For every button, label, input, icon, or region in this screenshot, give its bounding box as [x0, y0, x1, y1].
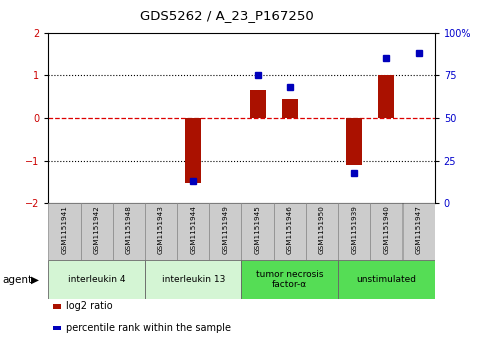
- Text: GSM1151942: GSM1151942: [94, 205, 99, 254]
- Bar: [81, 203, 113, 260]
- Text: GSM1151945: GSM1151945: [255, 205, 261, 254]
- Text: GSM1151949: GSM1151949: [222, 205, 228, 254]
- Bar: [250, 90, 266, 118]
- Text: interleukin 13: interleukin 13: [161, 275, 225, 284]
- Text: GSM1151947: GSM1151947: [415, 205, 422, 254]
- Bar: [48, 260, 145, 299]
- Text: GSM1151941: GSM1151941: [61, 205, 68, 254]
- Text: percentile rank within the sample: percentile rank within the sample: [66, 323, 231, 333]
- Text: tumor necrosis
factor-α: tumor necrosis factor-α: [256, 270, 324, 289]
- Text: interleukin 4: interleukin 4: [68, 275, 126, 284]
- Bar: [185, 118, 201, 183]
- Bar: [113, 203, 145, 260]
- Bar: [378, 76, 395, 118]
- Text: GSM1151948: GSM1151948: [126, 205, 132, 254]
- Text: log2 ratio: log2 ratio: [66, 301, 113, 311]
- Text: GSM1151950: GSM1151950: [319, 205, 325, 254]
- Text: GSM1151940: GSM1151940: [384, 205, 389, 254]
- Text: GSM1151944: GSM1151944: [190, 205, 196, 254]
- Bar: [306, 203, 338, 260]
- Text: GSM1151946: GSM1151946: [287, 205, 293, 254]
- Text: GSM1151939: GSM1151939: [351, 205, 357, 254]
- Text: GDS5262 / A_23_P167250: GDS5262 / A_23_P167250: [140, 9, 314, 22]
- Bar: [177, 203, 209, 260]
- Text: GSM1151943: GSM1151943: [158, 205, 164, 254]
- Text: unstimulated: unstimulated: [356, 275, 416, 284]
- Bar: [338, 203, 370, 260]
- Bar: [274, 203, 306, 260]
- Bar: [402, 203, 435, 260]
- Bar: [48, 203, 81, 260]
- Bar: [242, 203, 274, 260]
- Text: ▶: ▶: [31, 275, 39, 285]
- Bar: [145, 203, 177, 260]
- Bar: [338, 260, 435, 299]
- Text: agent: agent: [2, 275, 32, 285]
- Bar: [145, 260, 242, 299]
- Bar: [346, 118, 362, 165]
- Bar: [282, 99, 298, 118]
- Bar: [370, 203, 402, 260]
- Bar: [209, 203, 242, 260]
- Bar: [242, 260, 338, 299]
